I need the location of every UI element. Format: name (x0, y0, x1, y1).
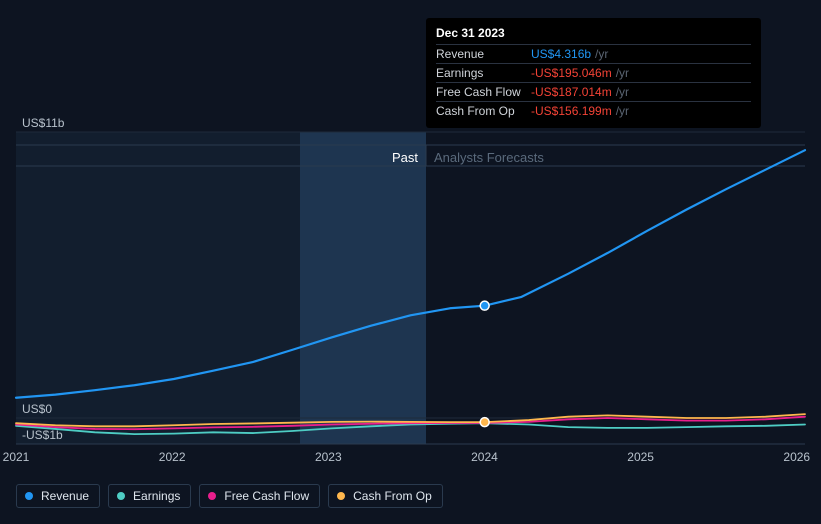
tooltip-row-value: -US$195.046m (531, 66, 612, 80)
past-label: Past (0, 150, 418, 165)
revenue-dot-icon (25, 492, 33, 500)
tooltip-row-value: -US$156.199m (531, 104, 612, 118)
marker-revenue (480, 301, 489, 310)
legend-label: Cash From Op (353, 489, 432, 503)
x-axis-label: 2022 (159, 450, 186, 464)
legend-item-revenue[interactable]: Revenue (16, 484, 100, 508)
tooltip-row: Free Cash Flow-US$187.014m/yr (436, 82, 751, 101)
y-axis-label: -US$1b (22, 428, 63, 442)
x-axis-label: 2026 (783, 450, 810, 464)
tooltip-row-suffix: /yr (595, 47, 608, 61)
tooltip-row: RevenueUS$4.316b/yr (436, 44, 751, 63)
tooltip-row-suffix: /yr (616, 85, 629, 99)
x-axis-label: 2023 (315, 450, 342, 464)
legend-item-fcf[interactable]: Free Cash Flow (199, 484, 320, 508)
x-axis-label: 2021 (3, 450, 30, 464)
tooltip-row-value: -US$187.014m (531, 85, 612, 99)
earnings-dot-icon (117, 492, 125, 500)
chart-tooltip: Dec 31 2023 RevenueUS$4.316b/yrEarnings-… (426, 18, 761, 128)
legend-item-earnings[interactable]: Earnings (108, 484, 191, 508)
earnings-revenue-chart: Dec 31 2023 RevenueUS$4.316b/yrEarnings-… (0, 0, 821, 524)
tooltip-row: Cash From Op-US$156.199m/yr (436, 101, 751, 120)
legend-label: Free Cash Flow (224, 489, 309, 503)
tooltip-row-label: Free Cash Flow (436, 85, 531, 99)
legend-label: Revenue (41, 489, 89, 503)
tooltip-row-suffix: /yr (616, 104, 629, 118)
legend-item-cfo[interactable]: Cash From Op (328, 484, 443, 508)
forecast-label: Analysts Forecasts (434, 150, 544, 165)
y-axis-label: US$0 (22, 402, 52, 416)
tooltip-row-value: US$4.316b (531, 47, 591, 61)
tooltip-row: Earnings-US$195.046m/yr (436, 63, 751, 82)
x-axis-label: 2024 (471, 450, 498, 464)
tooltip-row-label: Earnings (436, 66, 531, 80)
legend-label: Earnings (133, 489, 180, 503)
fcf-dot-icon (208, 492, 216, 500)
tooltip-row-label: Revenue (436, 47, 531, 61)
cfo-dot-icon (337, 492, 345, 500)
tooltip-row-label: Cash From Op (436, 104, 531, 118)
x-axis-label: 2025 (627, 450, 654, 464)
y-axis-label: US$11b (22, 116, 64, 130)
tooltip-row-suffix: /yr (616, 66, 629, 80)
marker-cfo (480, 418, 489, 427)
chart-legend: Revenue Earnings Free Cash Flow Cash From O… (16, 484, 443, 508)
tooltip-rows: RevenueUS$4.316b/yrEarnings-US$195.046m/… (436, 44, 751, 120)
tooltip-date: Dec 31 2023 (436, 24, 751, 44)
